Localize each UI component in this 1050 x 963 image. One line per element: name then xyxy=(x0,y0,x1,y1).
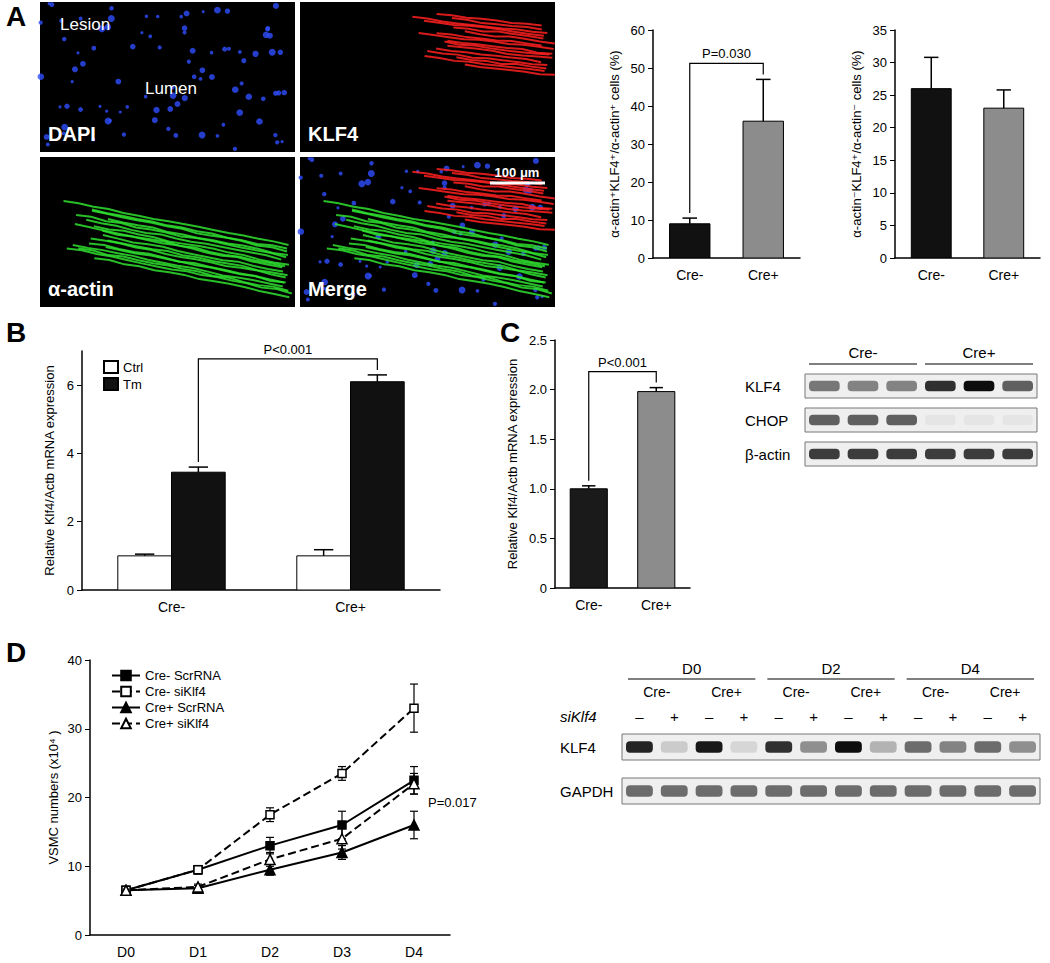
svg-text:A: A xyxy=(6,1,26,32)
svg-text:+: + xyxy=(809,708,818,725)
svg-text:Cre+: Cre+ xyxy=(711,684,742,700)
svg-text:C: C xyxy=(500,317,520,348)
svg-text:+: + xyxy=(949,708,958,725)
svg-text:Cre+: Cre+ xyxy=(641,597,672,613)
svg-text:35: 35 xyxy=(873,23,887,38)
svg-text:+: + xyxy=(670,708,679,725)
svg-text:2.0: 2.0 xyxy=(529,382,547,397)
svg-text:–: – xyxy=(984,708,993,725)
svg-text:KLF4: KLF4 xyxy=(560,739,596,756)
svg-text:2.5: 2.5 xyxy=(529,333,547,348)
svg-text:β-actin: β-actin xyxy=(745,446,790,463)
svg-text:0: 0 xyxy=(540,581,547,596)
svg-text:D1: D1 xyxy=(189,944,207,960)
svg-text:Cre-: Cre- xyxy=(848,344,877,361)
svg-text:α-actin⁺KLF4⁺/α-actin⁺ cells (: α-actin⁺KLF4⁺/α-actin⁺ cells (%) xyxy=(607,50,622,237)
svg-text:–: – xyxy=(705,708,714,725)
svg-text:0: 0 xyxy=(880,251,887,266)
svg-text:Relative Klf4/Actb mRNA expres: Relative Klf4/Actb mRNA expression xyxy=(42,365,57,575)
svg-text:+: + xyxy=(740,708,749,725)
svg-text:Cre+: Cre+ xyxy=(963,344,996,361)
svg-text:+: + xyxy=(879,708,888,725)
svg-text:Cre+ ScrRNA: Cre+ ScrRNA xyxy=(145,700,224,715)
svg-text:P=0.030: P=0.030 xyxy=(702,46,751,61)
svg-text:Cre-: Cre- xyxy=(643,684,671,700)
svg-text:B: B xyxy=(6,317,26,348)
svg-text:Cre- ScrRNA: Cre- ScrRNA xyxy=(145,668,221,683)
svg-text:Lesion: Lesion xyxy=(60,15,110,34)
svg-text:5: 5 xyxy=(880,218,887,233)
svg-text:Tm: Tm xyxy=(123,377,142,392)
svg-text:siKlf4: siKlf4 xyxy=(560,708,597,725)
svg-text:D2: D2 xyxy=(261,944,279,960)
svg-text:Ctrl: Ctrl xyxy=(123,360,143,375)
svg-text:15: 15 xyxy=(873,153,887,168)
svg-text:10: 10 xyxy=(631,213,645,228)
svg-text:6: 6 xyxy=(67,378,74,393)
svg-text:1.5: 1.5 xyxy=(529,432,547,447)
svg-text:–: – xyxy=(844,708,853,725)
svg-text:Cre-: Cre- xyxy=(783,684,811,700)
svg-text:D4: D4 xyxy=(405,944,423,960)
svg-text:D2: D2 xyxy=(821,660,840,677)
svg-text:KLF4: KLF4 xyxy=(745,378,781,395)
svg-text:+: + xyxy=(1018,708,1027,725)
svg-text:α-actin: α-actin xyxy=(48,278,114,300)
svg-text:D3: D3 xyxy=(333,944,351,960)
svg-text:30: 30 xyxy=(68,721,82,736)
svg-text:20: 20 xyxy=(631,175,645,190)
svg-text:0: 0 xyxy=(67,583,74,598)
svg-text:0: 0 xyxy=(638,251,645,266)
svg-text:VSMC numbers (x10⁴ ): VSMC numbers (x10⁴ ) xyxy=(46,730,61,864)
svg-text:Cre+: Cre+ xyxy=(988,267,1019,283)
svg-text:Cre- siKlf4: Cre- siKlf4 xyxy=(145,684,206,699)
svg-text:Cre+: Cre+ xyxy=(748,267,779,283)
svg-text:0.5: 0.5 xyxy=(529,531,547,546)
svg-text:P=0.017: P=0.017 xyxy=(428,795,477,810)
svg-text:α-actin⁻KLF4⁺/α-actin⁻ cells (: α-actin⁻KLF4⁺/α-actin⁻ cells (%) xyxy=(849,50,864,237)
svg-text:Cre-: Cre- xyxy=(918,267,946,283)
svg-text:Cre-: Cre- xyxy=(158,599,186,615)
svg-text:10: 10 xyxy=(68,859,82,874)
svg-text:Cre+ siKlf4: Cre+ siKlf4 xyxy=(145,716,209,731)
svg-text:Merge: Merge xyxy=(308,278,367,300)
svg-text:D0: D0 xyxy=(117,944,135,960)
svg-text:10: 10 xyxy=(873,185,887,200)
svg-text:P<0.001: P<0.001 xyxy=(598,355,647,370)
svg-text:–: – xyxy=(775,708,784,725)
svg-text:–: – xyxy=(914,708,923,725)
svg-text:Lumen: Lumen xyxy=(145,79,197,98)
svg-text:Cre+: Cre+ xyxy=(990,684,1021,700)
svg-text:D0: D0 xyxy=(682,660,701,677)
svg-text:Cre+: Cre+ xyxy=(850,684,881,700)
svg-text:CHOP: CHOP xyxy=(745,412,788,429)
svg-text:D: D xyxy=(6,637,26,668)
svg-text:–: – xyxy=(635,708,644,725)
svg-text:50: 50 xyxy=(631,61,645,76)
svg-text:DAPI: DAPI xyxy=(48,123,96,145)
svg-text:Cre-: Cre- xyxy=(575,597,603,613)
svg-text:P<0.001: P<0.001 xyxy=(263,342,312,357)
svg-text:0: 0 xyxy=(75,928,82,943)
svg-text:Cre-: Cre- xyxy=(922,684,950,700)
svg-text:30: 30 xyxy=(873,55,887,70)
svg-text:4: 4 xyxy=(67,446,74,461)
svg-text:40: 40 xyxy=(68,653,82,668)
svg-text:20: 20 xyxy=(68,790,82,805)
svg-text:Cre+: Cre+ xyxy=(335,599,366,615)
svg-text:2: 2 xyxy=(67,514,74,529)
svg-text:30: 30 xyxy=(631,137,645,152)
svg-text:Relative Klf4/Actb mRNA expres: Relative Klf4/Actb mRNA expression xyxy=(505,359,520,569)
svg-text:60: 60 xyxy=(631,23,645,38)
svg-text:KLF4: KLF4 xyxy=(308,123,359,145)
svg-text:25: 25 xyxy=(873,88,887,103)
svg-text:GAPDH: GAPDH xyxy=(560,783,613,800)
svg-text:Cre-: Cre- xyxy=(676,267,704,283)
svg-text:1.0: 1.0 xyxy=(529,481,547,496)
svg-text:20: 20 xyxy=(873,120,887,135)
svg-text:D4: D4 xyxy=(961,660,980,677)
svg-text:100 μm: 100 μm xyxy=(495,165,540,180)
svg-text:40: 40 xyxy=(631,99,645,114)
